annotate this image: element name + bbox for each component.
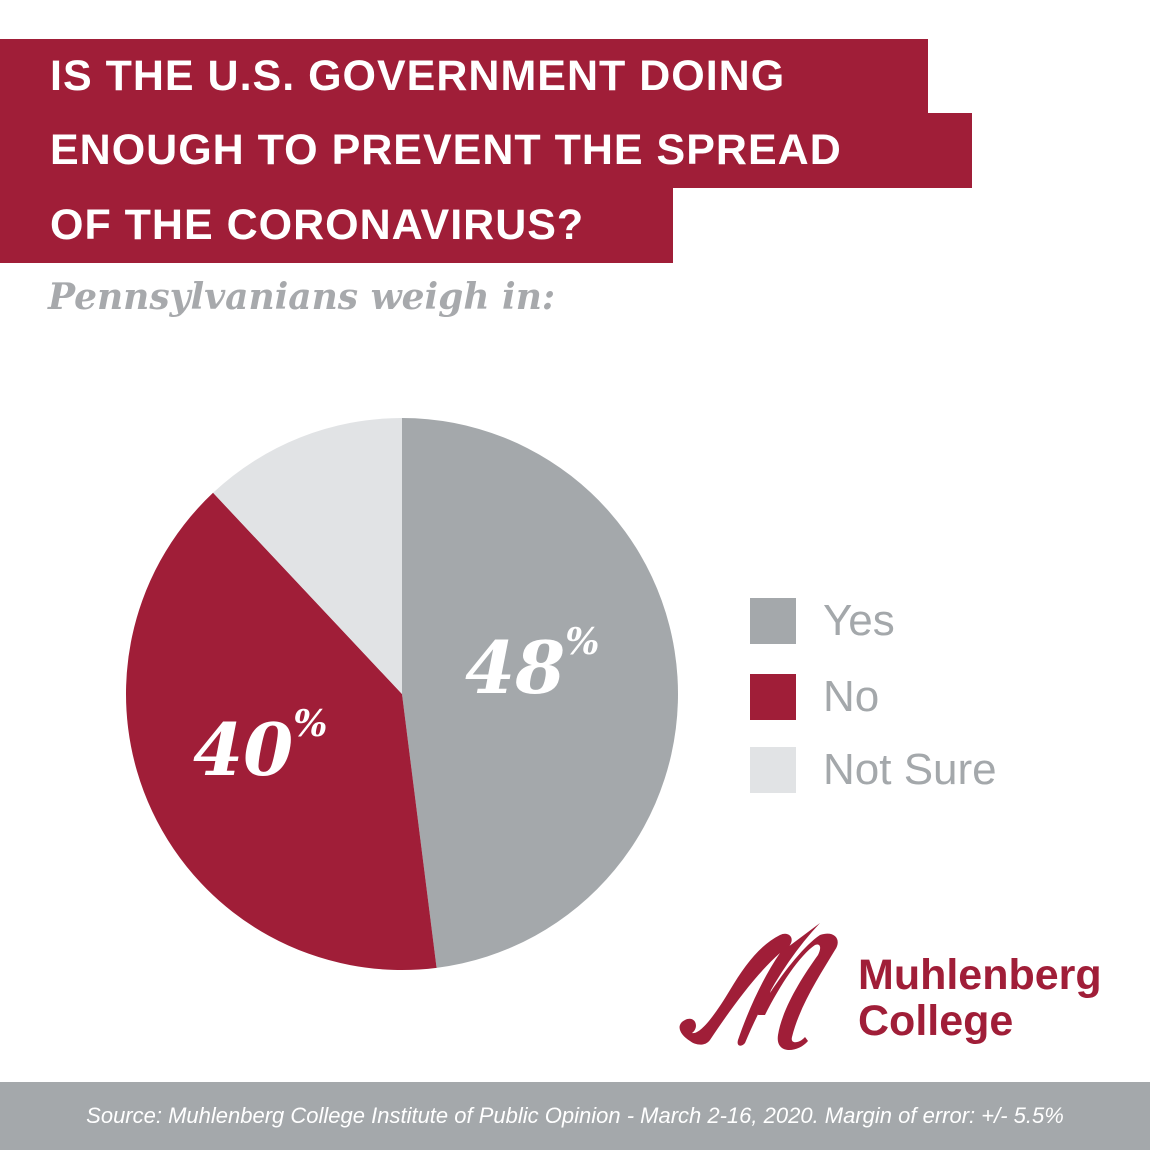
legend-label-not-sure: Not Sure bbox=[823, 745, 997, 794]
pie-slice-no bbox=[125, 492, 437, 970]
legend-swatch-no bbox=[750, 674, 796, 720]
data-label-yes: 48% bbox=[465, 621, 600, 710]
title-line-3: OF THE CORONAVIRUS? bbox=[0, 188, 673, 263]
data-label-no: 40% bbox=[193, 703, 328, 792]
muhlenberg-m-logo-icon bbox=[679, 923, 838, 1051]
title-line-2: ENOUGH TO PREVENT THE SPREAD bbox=[0, 113, 972, 188]
college-name-line-2: College bbox=[858, 997, 1014, 1045]
pie-slice-not-sure bbox=[213, 418, 402, 694]
source-footer: Source: Muhlenberg College Institute of … bbox=[0, 1082, 1150, 1150]
legend-label-yes: Yes bbox=[823, 596, 895, 645]
legend-swatch-yes bbox=[750, 598, 796, 644]
pie-slice-yes bbox=[402, 418, 679, 968]
college-name-line-1: Muhlenberg bbox=[858, 951, 1102, 999]
legend-item-yes: Yes bbox=[750, 596, 895, 646]
legend-label-no: No bbox=[823, 672, 880, 721]
title-line-1: IS THE U.S. GOVERNMENT DOING bbox=[0, 39, 928, 114]
subtitle: Pennsylvanians weigh in: bbox=[48, 276, 556, 318]
college-name: Muhlenberg College bbox=[858, 952, 1102, 1044]
legend-item-no: No bbox=[750, 672, 879, 722]
legend-item-not-sure: Not Sure bbox=[750, 745, 997, 795]
legend-swatch-not-sure bbox=[750, 747, 796, 793]
